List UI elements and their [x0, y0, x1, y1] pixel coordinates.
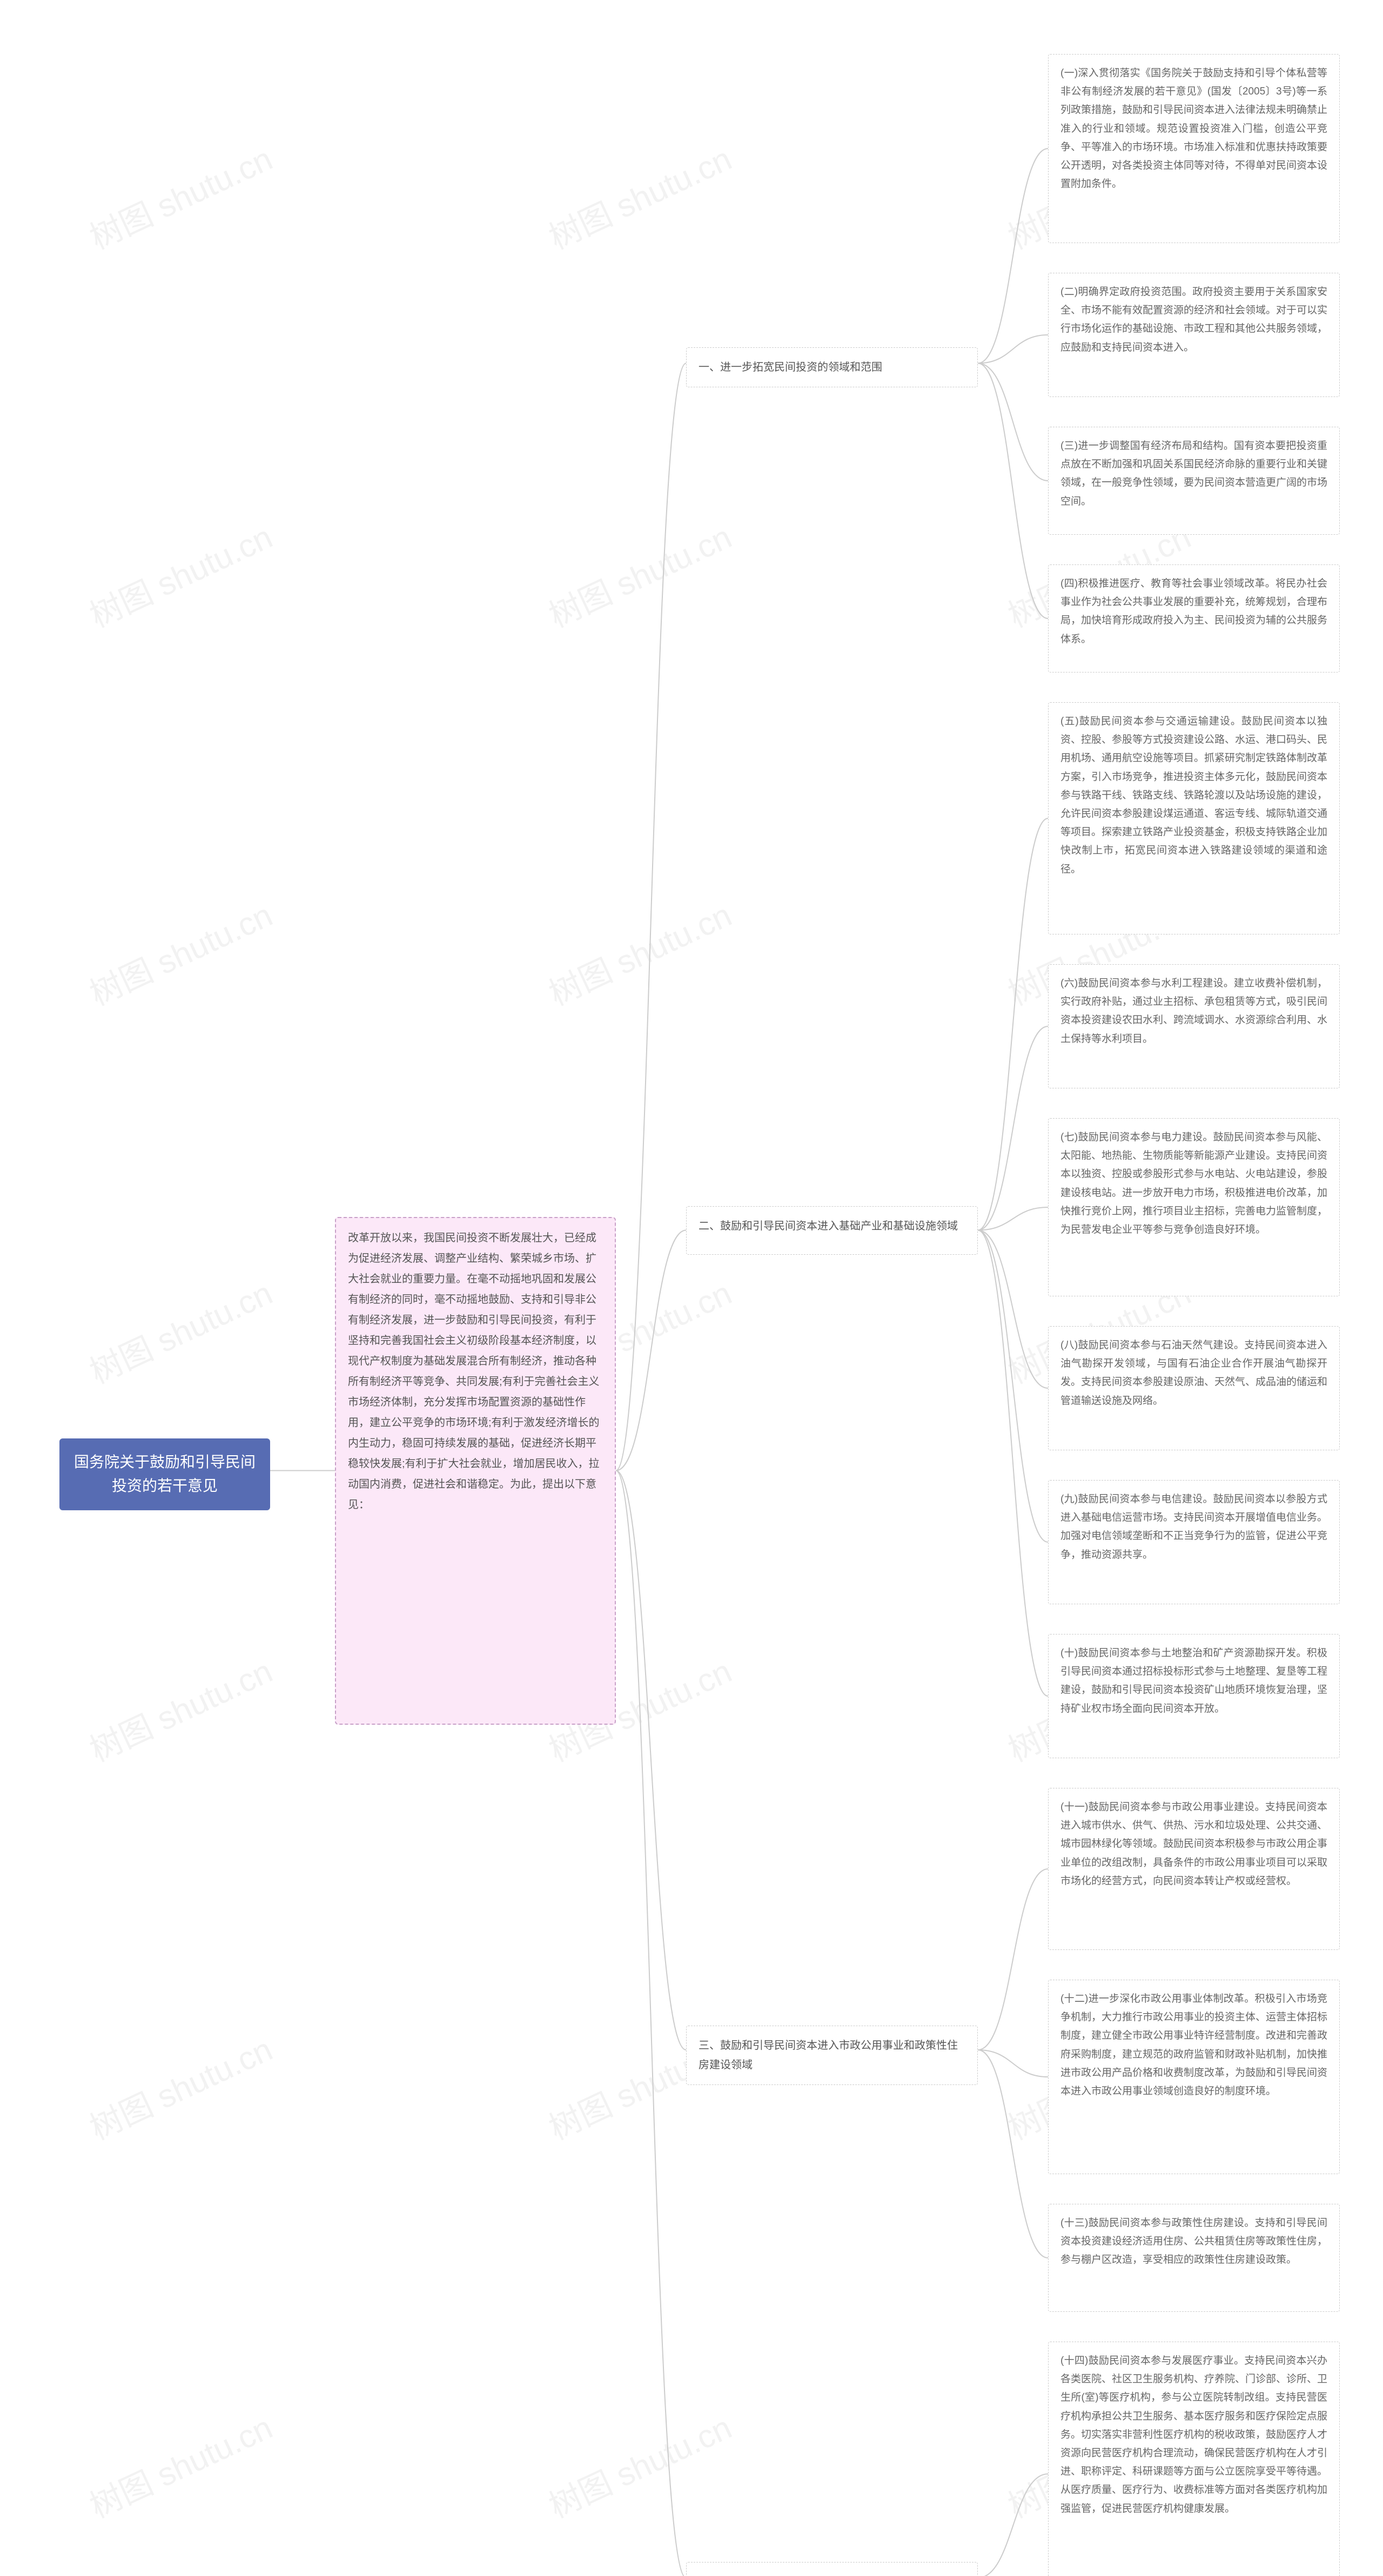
leaf-10-text: (十)鼓励民间资本参与土地整治和矿产资源勘探开发。积极引导民间资本通过招标投标形… — [1060, 1647, 1327, 1714]
leaf-9-text: (九)鼓励民间资本参与电信建设。鼓励民间资本以参股方式进入基础电信运营市场。支持… — [1060, 1494, 1327, 1561]
root-text: 国务院关于鼓励和引导民间投资的若干意见 — [74, 1454, 256, 1495]
leaf-5-text: (五)鼓励民间资本参与交通运输建设。鼓励民间资本以独资、控股、参股等方式投资建设… — [1060, 716, 1327, 875]
leaf-2: (二)明确界定政府投资范围。政府投资主要用于关系国家安全、市场不能有效配置资源的… — [1048, 273, 1340, 397]
section-4: 四、鼓励和引导民间资本进入社会事业领域 — [686, 2562, 978, 2576]
leaf-8: (八)鼓励民间资本参与石油天然气建设。支持民间资本进入油气勘探开发领域，与国有石… — [1048, 1326, 1340, 1450]
leaf-14-text: (十四)鼓励民间资本参与发展医疗事业。支持民间资本兴办各类医院、社区卫生服务机构… — [1060, 2355, 1327, 2514]
leaf-11-text: (十一)鼓励民间资本参与市政公用事业建设。支持民间资本进入城市供水、供气、供热、… — [1060, 1801, 1327, 1887]
section-2-text: 二、鼓励和引导民间资本进入基础产业和基础设施领域 — [699, 1220, 958, 1232]
section-1: 一、进一步拓宽民间投资的领域和范围 — [686, 347, 978, 387]
leaf-13-text: (十三)鼓励民间资本参与政策性住房建设。支持和引导民间资本投资建设经济适用住房、… — [1060, 2217, 1327, 2265]
leaf-4: (四)积极推进医疗、教育等社会事业领域改革。将民办社会事业作为社会公共事业发展的… — [1048, 564, 1340, 672]
section-3: 三、鼓励和引导民间资本进入市政公用事业和政策性住房建设领域 — [686, 2026, 978, 2085]
leaf-6-text: (六)鼓励民间资本参与水利工程建设。建立收费补偿机制，实行政府补贴，通过业主招标… — [1060, 978, 1327, 1045]
section-3-text: 三、鼓励和引导民间资本进入市政公用事业和政策性住房建设领域 — [699, 2040, 958, 2071]
root-node: 国务院关于鼓励和引导民间投资的若干意见 — [59, 1438, 270, 1511]
leaf-14: (十四)鼓励民间资本参与发展医疗事业。支持民间资本兴办各类医院、社区卫生服务机构… — [1048, 2342, 1340, 2576]
leaf-7-text: (七)鼓励民间资本参与电力建设。鼓励民间资本参与风能、太阳能、地热能、生物质能等… — [1060, 1132, 1327, 1235]
leaf-12-text: (十二)进一步深化市政公用事业体制改革。积极引入市场竞争机制，大力推行市政公用事… — [1060, 1993, 1327, 2097]
section-1-text: 一、进一步拓宽民间投资的领域和范围 — [699, 361, 882, 373]
leaf-8-text: (八)鼓励民间资本参与石油天然气建设。支持民间资本进入油气勘探开发领域，与国有石… — [1060, 1340, 1327, 1407]
leaf-5: (五)鼓励民间资本参与交通运输建设。鼓励民间资本以独资、控股、参股等方式投资建设… — [1048, 702, 1340, 934]
section-2: 二、鼓励和引导民间资本进入基础产业和基础设施领域 — [686, 1206, 978, 1255]
leaf-4-text: (四)积极推进医疗、教育等社会事业领域改革。将民办社会事业作为社会公共事业发展的… — [1060, 578, 1327, 645]
leaf-6: (六)鼓励民间资本参与水利工程建设。建立收费补偿机制，实行政府补贴，通过业主招标… — [1048, 964, 1340, 1088]
leaf-12: (十二)进一步深化市政公用事业体制改革。积极引入市场竞争机制，大力推行市政公用事… — [1048, 1980, 1340, 2174]
leaf-3: (三)进一步调整国有经济布局和结构。国有资本要把投资重点放在不断加强和巩固关系国… — [1048, 427, 1340, 535]
mindmap-canvas: 国务院关于鼓励和引导民间投资的若干意见 改革开放以来，我国民间投资不断发展壮大，… — [0, 0, 1383, 2576]
leaf-13: (十三)鼓励民间资本参与政策性住房建设。支持和引导民间资本投资建设经济适用住房、… — [1048, 2204, 1340, 2312]
leaf-1-text: (一)深入贯彻落实《国务院关于鼓励支持和引导个体私营等非公有制经济发展的若干意见… — [1060, 68, 1327, 190]
leaf-11: (十一)鼓励民间资本参与市政公用事业建设。支持民间资本进入城市供水、供气、供热、… — [1048, 1788, 1340, 1950]
leaf-10: (十)鼓励民间资本参与土地整治和矿产资源勘探开发。积极引导民间资本通过招标投标形… — [1048, 1634, 1340, 1758]
leaf-7: (七)鼓励民间资本参与电力建设。鼓励民间资本参与风能、太阳能、地热能、生物质能等… — [1048, 1118, 1340, 1296]
leaf-2-text: (二)明确界定政府投资范围。政府投资主要用于关系国家安全、市场不能有效配置资源的… — [1060, 286, 1327, 353]
leaf-9: (九)鼓励民间资本参与电信建设。鼓励民间资本以参股方式进入基础电信运营市场。支持… — [1048, 1480, 1340, 1604]
leaf-3-text: (三)进一步调整国有经济布局和结构。国有资本要把投资重点放在不断加强和巩固关系国… — [1060, 440, 1327, 507]
leaf-1: (一)深入贯彻落实《国务院关于鼓励支持和引导个体私营等非公有制经济发展的若干意见… — [1048, 54, 1340, 243]
intro-text: 改革开放以来，我国民间投资不断发展壮大，已经成为促进经济发展、调整产业结构、繁荣… — [348, 1232, 600, 1511]
intro-node: 改革开放以来，我国民间投资不断发展壮大，已经成为促进经济发展、调整产业结构、繁荣… — [335, 1217, 616, 1725]
